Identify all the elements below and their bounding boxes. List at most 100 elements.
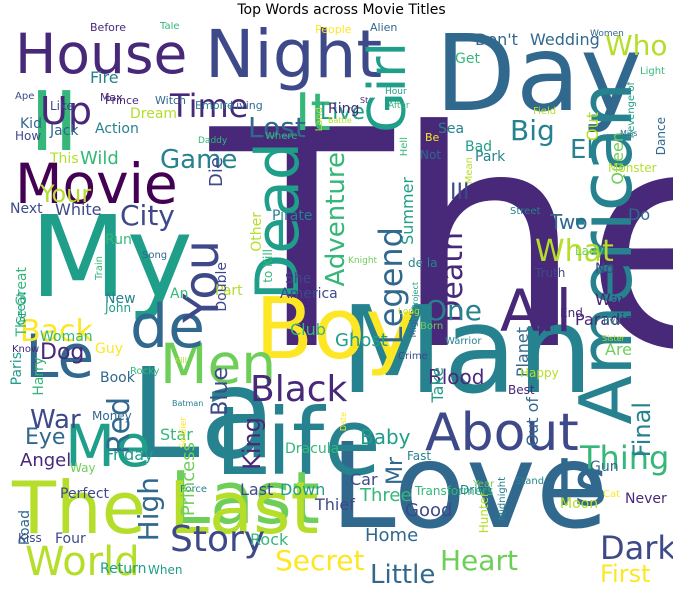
word-time: Time	[170, 87, 249, 125]
word-first: First	[600, 560, 651, 588]
word-action: Action	[95, 121, 139, 137]
word-man: Man	[340, 282, 594, 421]
word-guy: Guy	[95, 341, 124, 357]
word-end: End	[560, 306, 583, 320]
word-little: Little	[370, 560, 436, 589]
word-gun: Gun	[590, 459, 619, 475]
word-living: Living	[230, 99, 263, 112]
word-john: John	[105, 301, 132, 315]
word-last: Last	[170, 456, 320, 540]
word-up: Up	[40, 89, 92, 133]
word-car: Car	[350, 470, 378, 489]
word-this: This	[50, 151, 79, 167]
word-she: She	[285, 271, 312, 287]
word-life: Life	[215, 389, 381, 496]
word-no: No	[595, 261, 615, 277]
word-day: Day	[435, 22, 643, 135]
word-alien: Alien	[370, 22, 398, 34]
word-kid: Kid	[20, 116, 42, 132]
word-witch: Witch	[155, 94, 187, 107]
word-to-kill: to Kill	[261, 249, 275, 283]
word-year: Year	[473, 479, 495, 490]
word-get: Get	[455, 51, 480, 67]
word-before: Before	[90, 22, 126, 34]
word-next: Next	[10, 201, 43, 217]
word-crime: Crime	[398, 351, 428, 362]
word-city: City	[120, 199, 175, 232]
word-mr: Mr	[383, 457, 408, 486]
word-le: Le	[25, 322, 95, 392]
word-people: People	[315, 23, 352, 36]
word-drive: Drive	[460, 483, 492, 497]
word-ape: Ape	[15, 91, 35, 102]
word-knight: Knight	[348, 256, 378, 266]
word-high: High	[132, 477, 165, 542]
word-woman: Woman	[40, 329, 93, 345]
word-cloud: TheManLoveLaBoyDayMyLifeNightLastHouseII…	[10, 22, 673, 589]
word-street: Street	[510, 206, 541, 217]
word-out-of: Out of	[523, 397, 542, 447]
word-other: Other	[249, 212, 265, 252]
word-the: The	[210, 67, 673, 416]
word-kill: Kill	[175, 356, 187, 365]
word-dark: Dark	[600, 529, 673, 567]
word-the-last: The Last	[12, 466, 319, 550]
word-about: About	[425, 403, 579, 463]
word-best: Best	[508, 383, 535, 397]
word-two: Two	[550, 210, 588, 234]
word-don-t: Don't	[475, 30, 518, 49]
word-dog: Dog	[40, 340, 85, 365]
word-money: Money	[92, 409, 132, 423]
word-story: Story	[170, 519, 266, 560]
word-game: Game	[160, 145, 238, 175]
word-black: Black	[250, 369, 348, 410]
word-princess: Princess	[178, 442, 199, 517]
word-know: Know	[12, 344, 40, 355]
word-secret: Secret	[275, 544, 365, 577]
word-white: White	[55, 200, 102, 219]
word-pirate: Pirate	[272, 208, 313, 224]
word-harry: Harry	[31, 357, 47, 396]
word-iii: III	[450, 180, 470, 205]
word-wedding: Wedding	[530, 30, 600, 49]
word-run: Run	[105, 232, 132, 248]
word-field: Field	[533, 106, 557, 117]
word-three: Three	[360, 485, 412, 506]
word-big: Big	[510, 114, 555, 147]
word-club: Club	[290, 320, 326, 339]
word-are: Are	[605, 340, 633, 359]
word-kiss: Kiss	[18, 531, 42, 545]
word-jack: Jack	[50, 123, 79, 139]
word-moon: Moon	[560, 496, 599, 512]
word-thief: Thief	[315, 495, 355, 514]
word-women: Women	[590, 29, 624, 39]
word-long: Long	[398, 307, 420, 317]
word-what: What	[535, 234, 614, 269]
word-force: Force	[180, 484, 208, 495]
word-way: Way	[595, 290, 630, 309]
chart-title: Top Words across Movie Titles	[237, 2, 446, 18]
word-queen: Queen	[608, 132, 627, 185]
word-cat: Cat	[603, 489, 621, 500]
word-paradise: Paradise	[575, 310, 643, 329]
word-my: My	[30, 193, 193, 323]
word-heart: Heart	[440, 544, 518, 577]
word-return: Return	[100, 561, 147, 577]
word-die: Die	[206, 157, 227, 187]
word-rocky: Rocky	[130, 366, 160, 377]
word-project: Project	[411, 282, 420, 310]
word-never: Never	[625, 491, 667, 507]
word-hunter: Hunter	[477, 492, 491, 534]
word-way: Way	[70, 461, 96, 475]
word-hour: Hour	[385, 87, 407, 97]
word-light: Light	[640, 66, 665, 77]
word-take: Take	[428, 367, 447, 403]
word-prince: Prince	[105, 94, 139, 107]
word-blood: Blood	[428, 365, 485, 389]
word-ii: II	[30, 75, 79, 170]
word-angel: Angel	[20, 450, 72, 471]
word-be: Be	[425, 131, 440, 144]
word-sister: Sister	[602, 334, 625, 343]
word-max: Max	[100, 91, 123, 104]
word-new: New	[105, 291, 136, 307]
